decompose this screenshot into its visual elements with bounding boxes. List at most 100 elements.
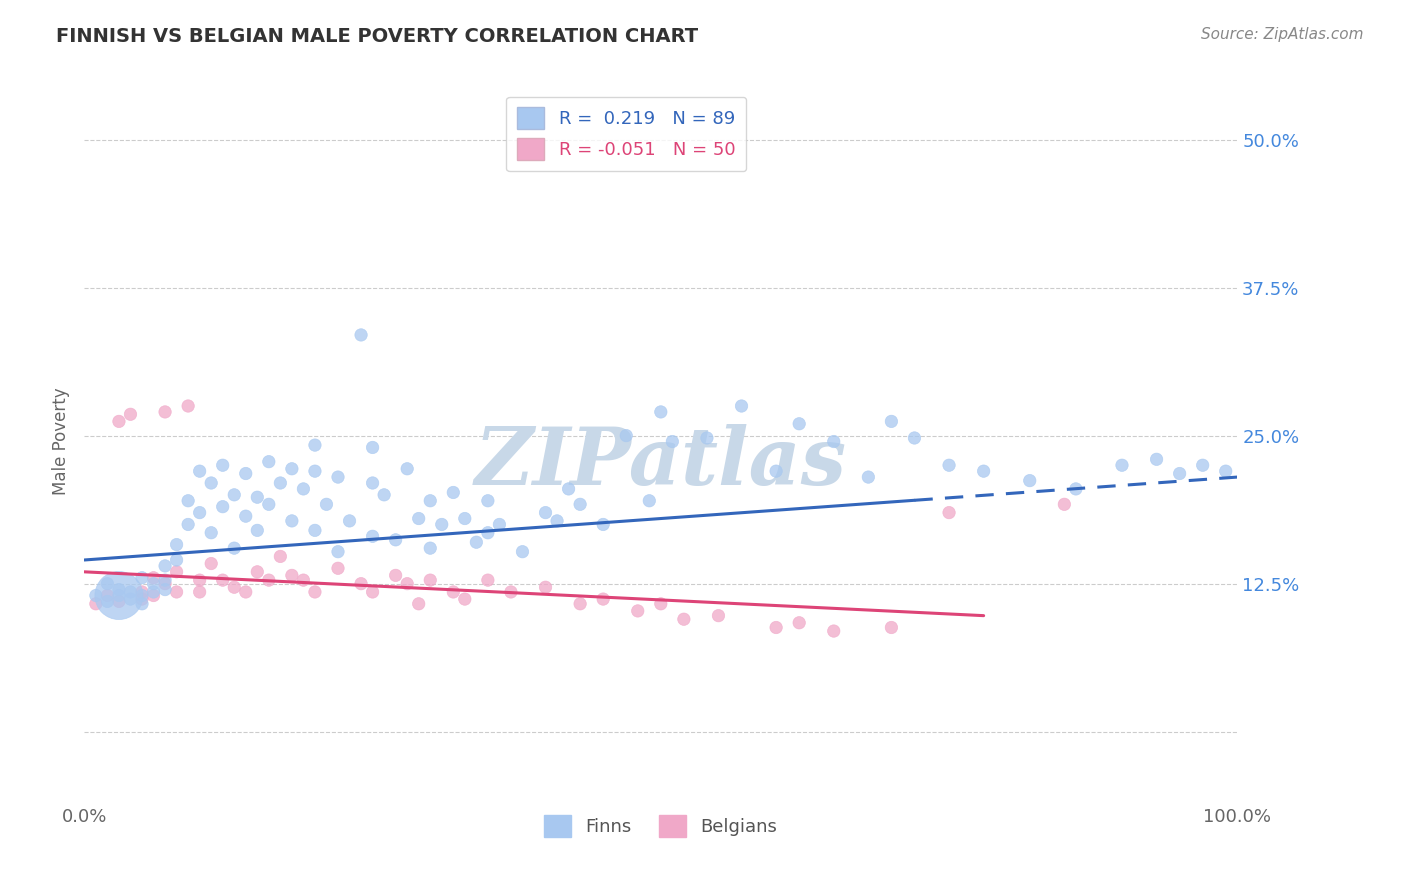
Point [408,511,430,525]
Point [787,615,810,630]
Point [315,497,337,511]
Point [177,399,200,413]
Point [384,533,406,547]
Point [211,500,233,514]
Point [454,592,477,607]
Point [1018,474,1040,488]
Point [235,467,257,481]
Point [650,405,672,419]
Point [534,506,557,520]
Point [1191,458,1213,473]
Point [477,573,499,587]
Point [396,462,419,476]
Point [188,464,211,478]
Point [235,585,257,599]
Point [1146,452,1168,467]
Point [96,589,118,603]
Point [858,470,880,484]
Point [108,582,131,597]
Text: ZIPatlas: ZIPatlas [475,425,846,502]
Point [166,553,188,567]
Point [419,493,441,508]
Point [142,589,165,603]
Point [534,580,557,594]
Point [546,514,568,528]
Point [430,517,453,532]
Point [488,517,510,532]
Point [903,431,925,445]
Point [1111,458,1133,473]
Point [408,597,430,611]
Point [269,475,291,490]
Point [224,580,246,594]
Point [188,573,211,587]
Point [326,561,349,575]
Point [672,612,695,626]
Point [787,417,810,431]
Point [361,475,384,490]
Point [765,464,787,478]
Point [142,585,165,599]
Point [477,525,499,540]
Point [153,558,176,573]
Point [1064,482,1087,496]
Point [96,576,118,591]
Point [350,327,373,342]
Point [224,488,246,502]
Point [592,592,614,607]
Point [292,482,315,496]
Point [292,573,315,587]
Point [441,485,464,500]
Point [153,405,176,419]
Y-axis label: Male Poverty: Male Poverty [52,388,70,495]
Point [477,493,499,508]
Point [84,589,107,603]
Point [120,592,142,607]
Point [499,585,522,599]
Point [211,573,233,587]
Point [350,576,373,591]
Point [131,589,153,603]
Point [200,525,222,540]
Point [614,428,637,442]
Point [108,594,131,608]
Point [592,517,614,532]
Point [84,597,107,611]
Point [153,576,176,591]
Point [257,497,280,511]
Point [257,573,280,587]
Point [384,568,406,582]
Point [269,549,291,564]
Point [211,458,233,473]
Point [131,585,153,599]
Point [304,524,326,538]
Point [880,414,903,428]
Point [304,438,326,452]
Point [120,407,142,421]
Point [153,582,176,597]
Point [638,493,661,508]
Text: Source: ZipAtlas.com: Source: ZipAtlas.com [1201,27,1364,42]
Point [177,517,200,532]
Point [177,493,200,508]
Point [454,511,477,525]
Point [281,462,304,476]
Point [707,608,730,623]
Point [281,568,304,582]
Point [373,488,395,502]
Point [304,464,326,478]
Point [131,592,153,607]
Point [96,594,118,608]
Point [166,538,188,552]
Point [396,576,419,591]
Point [257,455,280,469]
Point [419,541,441,556]
Point [246,524,269,538]
Point [512,544,534,558]
Point [361,529,384,543]
Point [166,565,188,579]
Point [661,434,683,449]
Point [730,399,752,413]
Point [823,624,845,638]
Point [166,585,188,599]
